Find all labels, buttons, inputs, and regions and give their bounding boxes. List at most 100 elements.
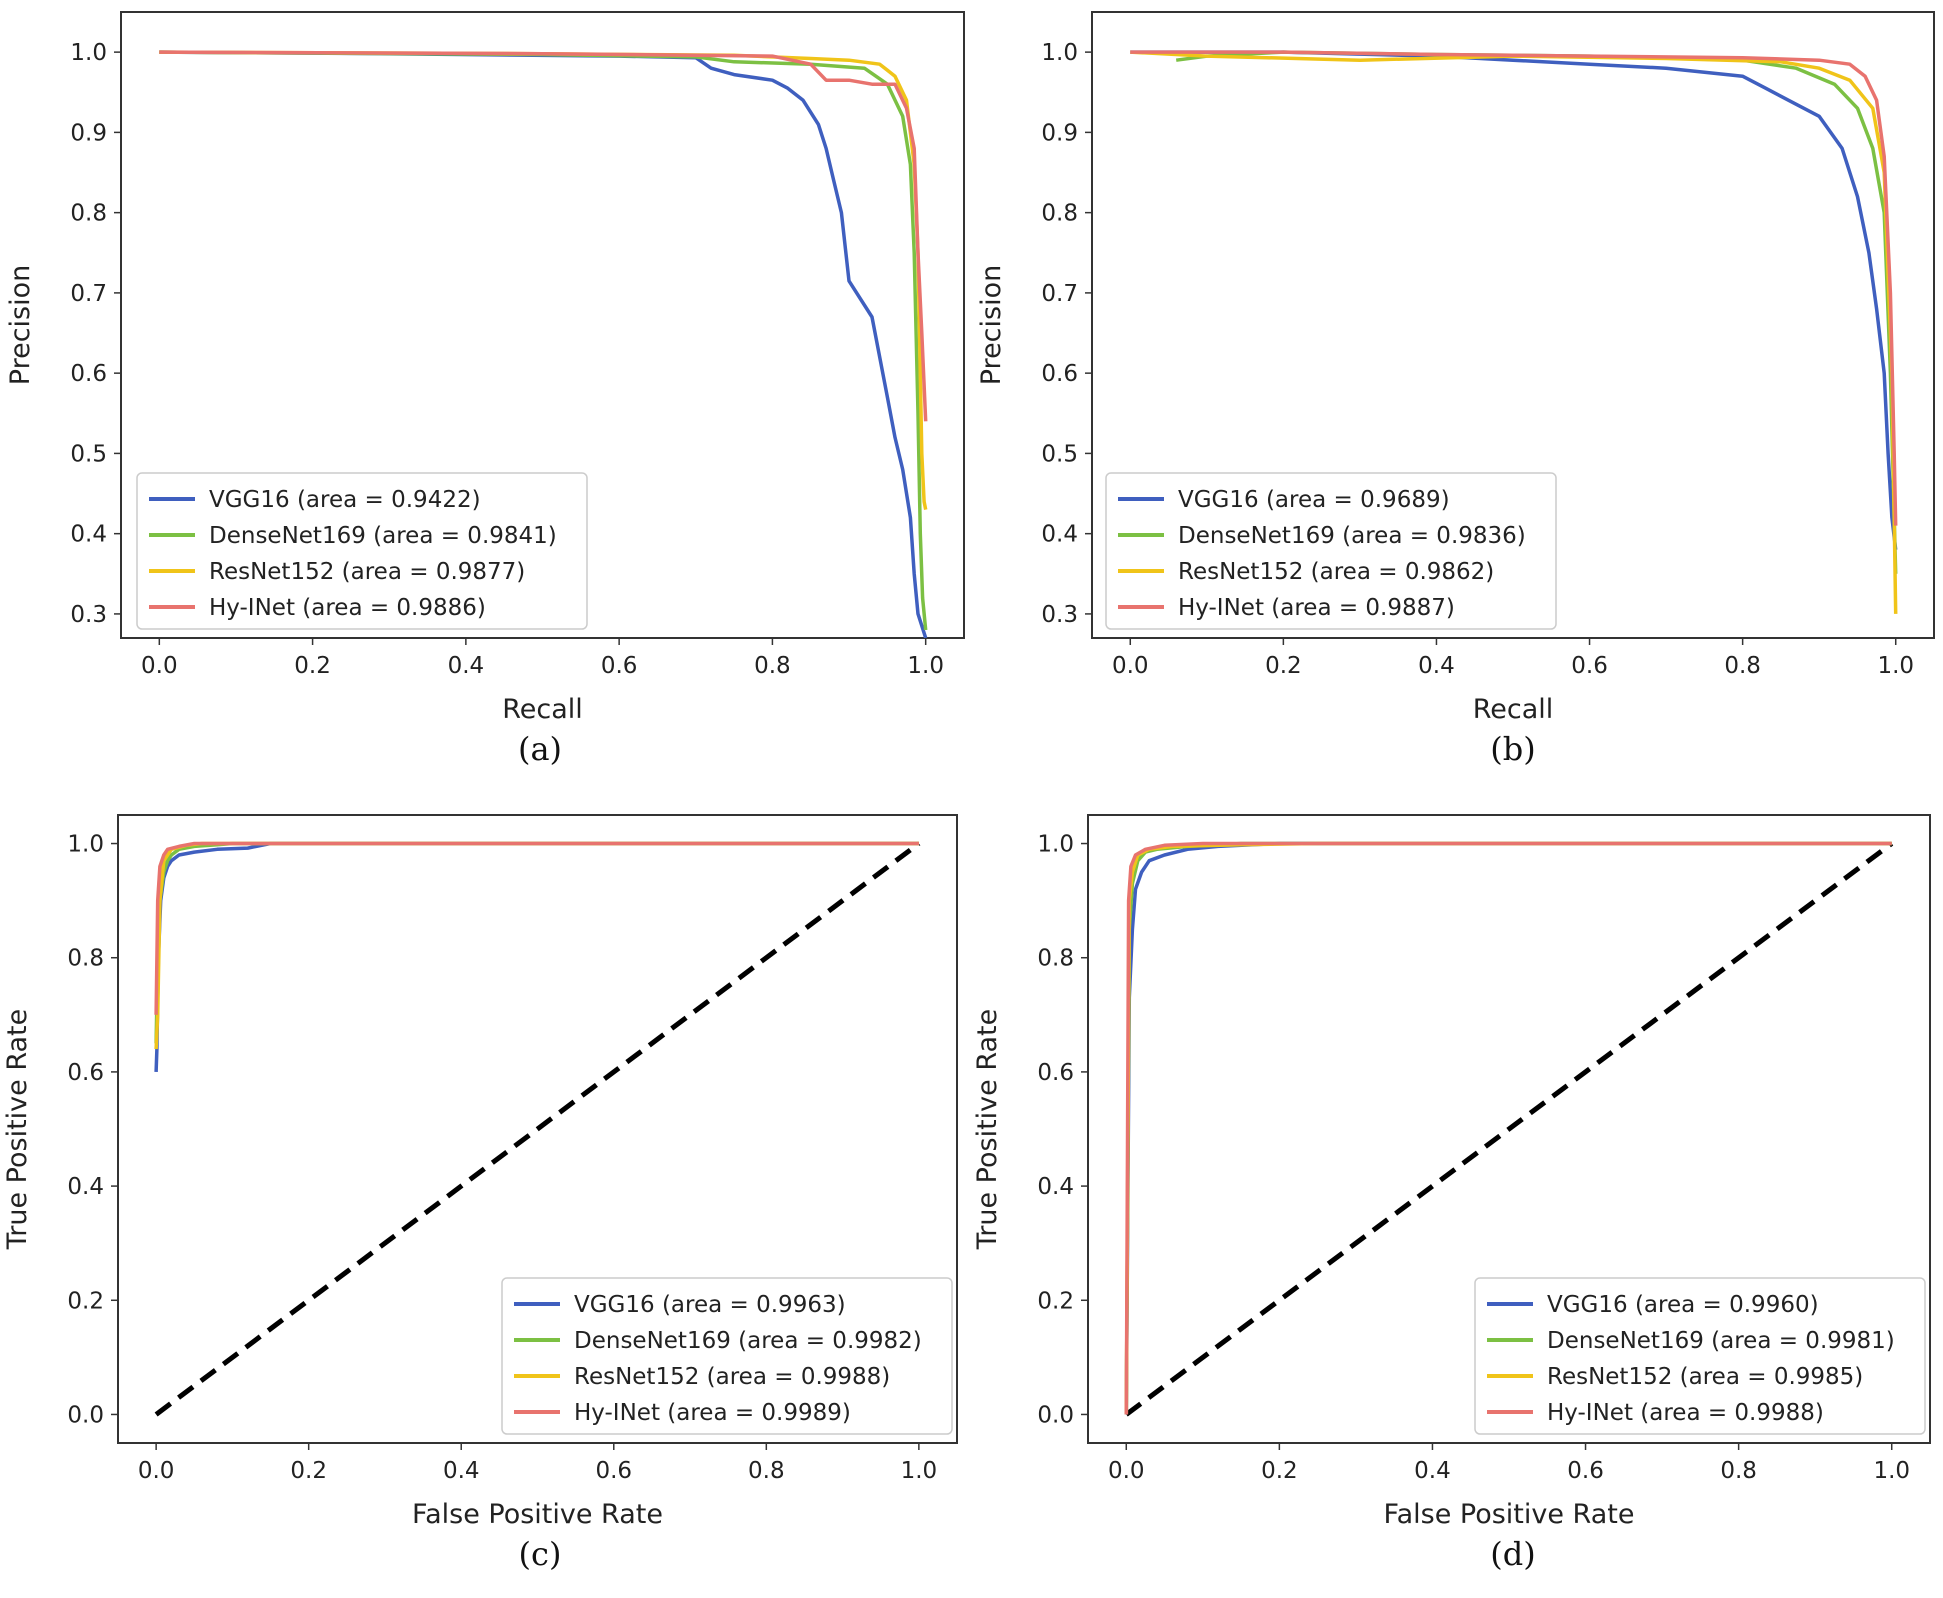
legend-entry: Hy-INet (area = 0.9988) [1547,1400,1824,1426]
series-line-densenet169 [154,841,919,1044]
plot-frame [120,11,965,639]
y-tick-label: 0.8 [1041,201,1078,227]
legend-entry: ResNet152 (area = 0.9988) [574,1364,890,1390]
panel-caption: (d) [1490,1535,1535,1573]
chance-diagonal-line [154,841,921,1417]
chart-panel-2: 0.0 0.2 0.4 0.6 0.8 1.0 0.3 0.4 0.5 0.6 0.7 0.8 0.9 1… [976,11,1935,768]
y-tick-label: 0.2 [67,1288,104,1314]
y-tick-label: 0.4 [67,1174,104,1200]
y-tick-label: 0.4 [70,522,107,548]
y-axis-label: Precision [5,265,36,385]
x-tick-label: 0.4 [1418,653,1455,679]
legend-entry: Hy-INet (area = 0.9989) [574,1400,851,1426]
panel-caption: (c) [519,1535,562,1573]
y-tick-label: 0.8 [70,201,107,227]
x-tick-label: 0.6 [1567,1458,1604,1484]
legend-entry: DenseNet169 (area = 0.9836) [1178,523,1526,549]
legend-entry: Hy-INet (area = 0.9887) [1178,595,1455,621]
y-tick-label: 0.8 [1037,946,1074,972]
y-tick-label: 0.5 [70,441,107,467]
y-tick-label: 0.4 [1041,522,1078,548]
plot-frame [1091,11,1935,639]
x-tick-label: 1.0 [1873,1458,1910,1484]
x-tick-label: 0.0 [138,1458,175,1484]
series-line-vgg16 [159,50,928,638]
panel-caption: (b) [1490,730,1535,768]
x-tick-label: 1.0 [907,653,944,679]
series-line-resnet152 [159,50,928,510]
legend-entry: DenseNet169 (area = 0.9982) [574,1328,922,1354]
y-tick-label: 0.5 [1041,441,1078,467]
y-tick-label: 0.4 [1037,1174,1074,1200]
panel-caption: (a) [518,730,562,768]
y-tick-label: 0.2 [1037,1288,1074,1314]
y-tick-label: 1.0 [1037,832,1074,858]
y-tick-label: 0.6 [1041,361,1078,387]
y-tick-label: 0.6 [70,361,107,387]
x-tick-label: 1.0 [1877,653,1914,679]
legend-entry: DenseNet169 (area = 0.9981) [1547,1328,1895,1354]
y-tick-label: 0.7 [70,281,107,307]
y-tick-label: 0.6 [1037,1060,1074,1086]
series-line-resnet152 [154,841,919,1050]
legend-box [1105,472,1557,630]
y-tick-label: 1.0 [70,40,107,66]
x-tick-label: 0.6 [601,653,638,679]
x-tick-label: 0.0 [141,653,178,679]
series-line-hy-inet [154,841,919,1015]
y-tick-label: 0.3 [70,602,107,628]
x-tick-label: 0.2 [1261,1458,1298,1484]
series-line-hy-inet [159,50,928,422]
x-tick-label: 0.4 [448,653,485,679]
y-tick-label: 0.7 [1041,281,1078,307]
chance-diagonal-line [1124,841,1894,1417]
x-tick-label: 0.2 [1265,653,1302,679]
y-tick-label: 0.6 [67,1060,104,1086]
x-tick-label: 0.8 [1720,1458,1757,1484]
legend-entry: ResNet152 (area = 0.9985) [1547,1364,1863,1390]
series-line-densenet169 [159,50,928,631]
series-line-vgg16 [154,841,919,1072]
x-tick-label: 0.8 [754,653,791,679]
x-axis-label: Recall [1473,694,1554,725]
chart-panel-4: 0.0 0.2 0.4 0.6 0.8 1.0 0.0 0.2 0.4 0.6 0.8 1.0 Fals… [972,814,1931,1573]
x-axis-label: False Positive Rate [412,1499,663,1530]
y-tick-label: 1.0 [1041,40,1078,66]
x-tick-label: 0.0 [1112,653,1149,679]
legend-entry: ResNet152 (area = 0.9862) [1178,559,1494,585]
series-line-hy-inet [1130,50,1898,526]
x-tick-label: 0.0 [1108,1458,1145,1484]
y-tick-label: 0.3 [1041,602,1078,628]
y-tick-label: 1.0 [67,832,104,858]
x-axis-label: False Positive Rate [1384,1499,1635,1530]
x-tick-label: 0.4 [443,1458,480,1484]
legend-box [1474,1277,1926,1435]
plot-frame [1087,814,1931,1444]
y-tick-label: 0.0 [67,1402,104,1428]
chart-panel-3: 0.0 0.2 0.4 0.6 0.8 1.0 0.0 0.2 0.4 0.6 0.8 1.0 Fals… [2,814,958,1573]
y-tick-label: 0.9 [1041,120,1078,146]
x-tick-label: 0.6 [1571,653,1608,679]
x-tick-label: 0.4 [1414,1458,1451,1484]
series-line-hy-inet [1124,841,1892,1415]
legend-entry: ResNet152 (area = 0.9877) [209,559,525,585]
y-tick-label: 0.0 [1037,1402,1074,1428]
chart-panel-1: 0.0 0.2 0.4 0.6 0.8 1.0 0.3 0.4 0.5 0.6 0.7 0.8 0.9 1… [5,11,965,768]
legend-entry: VGG16 (area = 0.9689) [1178,487,1450,513]
x-tick-label: 0.8 [1724,653,1761,679]
x-tick-label: 0.2 [294,653,331,679]
series-line-vgg16 [1130,50,1898,550]
legend-box [501,1277,953,1435]
y-tick-label: 0.8 [67,946,104,972]
legend-entry: Hy-INet (area = 0.9886) [209,595,486,621]
legend-box [136,472,588,630]
x-tick-label: 0.2 [290,1458,327,1484]
x-axis-label: Recall [502,694,583,725]
y-axis-label: Precision [976,265,1007,385]
x-tick-label: 1.0 [901,1458,938,1484]
plot-frame [117,814,958,1444]
y-axis-label: True Positive Rate [972,1009,1003,1251]
y-axis-label: True Positive Rate [2,1009,33,1251]
legend-entry: VGG16 (area = 0.9422) [209,487,481,513]
